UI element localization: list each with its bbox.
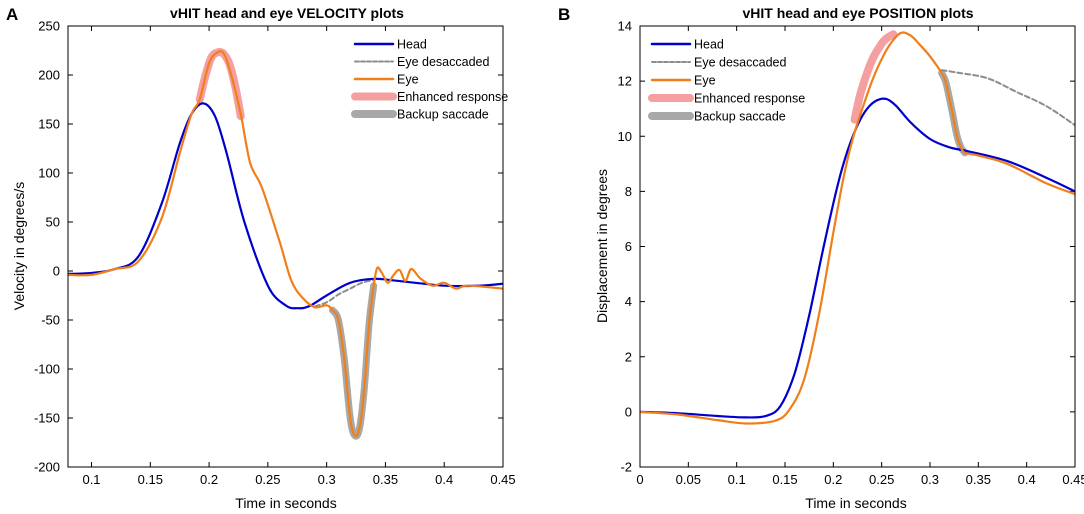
velocity-y-tick-label: 200 bbox=[38, 68, 60, 83]
velocity-y-tick-label: -100 bbox=[34, 362, 60, 377]
position-panel: B vHIT head and eye POSITION plots 0 0.05… bbox=[558, 5, 1084, 511]
velocity-ticks: 0.1 0.15 0.2 0.25 0.3 0.35 0.4 0.45 -200 -150 -100… bbox=[34, 19, 516, 488]
position-series-enhanced-response bbox=[850, 30, 898, 124]
legend-label-backup-saccade: Backup saccade bbox=[694, 110, 786, 124]
velocity-y-tick-label: -200 bbox=[34, 460, 60, 475]
legend-label-eye-desaccaded: Eye desaccaded bbox=[694, 56, 786, 70]
velocity-x-tick-label: 0.3 bbox=[318, 472, 336, 487]
position-y-tick-label: 8 bbox=[625, 184, 632, 199]
position-series-eye bbox=[640, 31, 1075, 425]
velocity-x-tick-label: 0.2 bbox=[200, 472, 218, 487]
position-x-tick-label: 0.4 bbox=[1018, 472, 1036, 487]
velocity-legend: Head Eye desaccaded Eye Enhanced response Ba… bbox=[351, 38, 508, 122]
position-series-head bbox=[640, 97, 1075, 419]
position-plot-area bbox=[640, 30, 1075, 425]
position-ticks: 0 0.05 0.1 0.15 0.2 0.25 0.3 0.35 0.4 0.45 -2 0 2 4 6 8… bbox=[618, 19, 1084, 488]
velocity-x-tick-label: 0.35 bbox=[373, 472, 398, 487]
legend-label-enhanced-response: Enhanced response bbox=[397, 90, 508, 104]
velocity-chart-title: vHIT head and eye VELOCITY plots bbox=[170, 5, 404, 21]
position-y-tick-label: 0 bbox=[625, 404, 632, 419]
velocity-y-tick-label: 250 bbox=[38, 19, 60, 34]
velocity-y-axis-label: Velocity in degrees/s bbox=[11, 182, 27, 310]
position-y-tick-label: 12 bbox=[618, 74, 632, 89]
position-x-tick-label: 0 bbox=[636, 472, 643, 487]
velocity-axes-box bbox=[67, 25, 504, 468]
velocity-y-tick-label: 100 bbox=[38, 166, 60, 181]
velocity-series-backup-saccade bbox=[329, 282, 378, 440]
legend-label-enhanced-response: Enhanced response bbox=[694, 92, 805, 106]
velocity-y-tick-label: -50 bbox=[41, 313, 60, 328]
velocity-y-tick-label: 50 bbox=[46, 215, 60, 230]
velocity-y-tick-label: 0 bbox=[53, 264, 60, 279]
velocity-plot-area bbox=[68, 48, 503, 440]
velocity-x-axis-label: Time in seconds bbox=[235, 495, 336, 511]
legend-label-head: Head bbox=[694, 38, 724, 52]
position-y-axis-label: Displacement in degrees bbox=[594, 169, 610, 323]
position-y-tick-label: 10 bbox=[618, 129, 632, 144]
panel-label-a: A bbox=[6, 5, 18, 24]
velocity-x-tick-label: 0.1 bbox=[82, 472, 100, 487]
position-x-tick-label: 0.25 bbox=[869, 472, 894, 487]
position-series-eye-desaccaded bbox=[940, 69, 1075, 127]
legend-label-head: Head bbox=[397, 38, 427, 52]
position-axes-box bbox=[639, 25, 1076, 468]
legend-label-eye: Eye bbox=[694, 74, 716, 88]
velocity-series-head bbox=[68, 102, 503, 310]
velocity-series-eye bbox=[68, 50, 503, 438]
velocity-y-tick-label: -150 bbox=[34, 411, 60, 426]
position-x-tick-label: 0.05 bbox=[676, 472, 701, 487]
legend-label-backup-saccade: Backup saccade bbox=[397, 108, 489, 122]
velocity-x-tick-label: 0.25 bbox=[255, 472, 280, 487]
velocity-y-tick-label: 150 bbox=[38, 117, 60, 132]
position-y-tick-label: 4 bbox=[625, 294, 632, 309]
position-legend: Head Eye desaccaded Eye Enhanced response Ba… bbox=[648, 38, 805, 124]
position-y-tick-label: 14 bbox=[618, 19, 632, 34]
velocity-panel: A vHIT head and eye VELOCITY plots 0.1 0.… bbox=[6, 5, 516, 511]
position-x-tick-label: 0.3 bbox=[921, 472, 939, 487]
position-x-tick-label: 0.15 bbox=[772, 472, 797, 487]
position-x-tick-label: 0.45 bbox=[1062, 472, 1084, 487]
velocity-x-tick-label: 0.4 bbox=[435, 472, 453, 487]
velocity-series-eye-desaccaded bbox=[313, 278, 375, 308]
panel-label-b: B bbox=[558, 5, 570, 24]
position-x-axis-label: Time in seconds bbox=[805, 495, 906, 511]
position-x-tick-label: 0.1 bbox=[728, 472, 746, 487]
position-y-tick-label: -2 bbox=[620, 460, 632, 475]
position-x-tick-label: 0.2 bbox=[824, 472, 842, 487]
position-y-tick-label: 6 bbox=[625, 239, 632, 254]
velocity-x-tick-label: 0.15 bbox=[138, 472, 163, 487]
velocity-x-tick-label: 0.45 bbox=[490, 472, 515, 487]
legend-label-eye-desaccaded: Eye desaccaded bbox=[397, 55, 489, 69]
position-x-tick-label: 0.35 bbox=[966, 472, 991, 487]
position-y-tick-label: 2 bbox=[625, 349, 632, 364]
legend-label-eye: Eye bbox=[397, 73, 419, 87]
position-chart-title: vHIT head and eye POSITION plots bbox=[742, 5, 973, 21]
